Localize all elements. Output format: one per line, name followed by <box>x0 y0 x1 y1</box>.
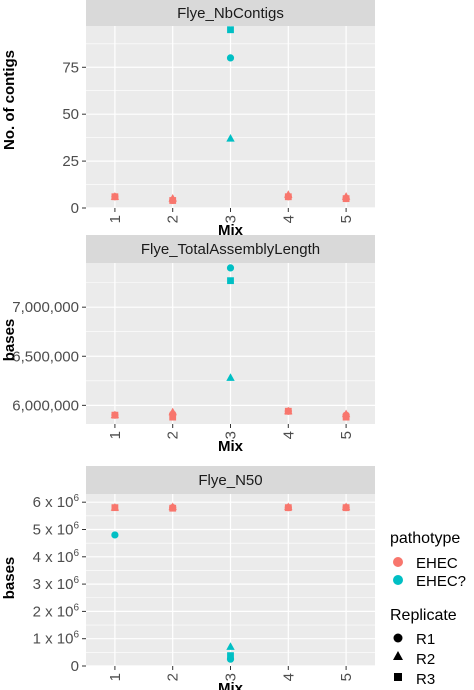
x-axis-title: Mix <box>218 438 244 455</box>
x-tick-label: 3 <box>223 431 240 439</box>
x-tick-label: 2 <box>165 431 182 439</box>
legend-item-ehec: EHEC <box>393 555 458 572</box>
facet-title: Flye_NbContigs <box>177 5 284 22</box>
legend-item-r1: R1 <box>393 631 435 648</box>
data-point-r3 <box>227 26 234 34</box>
x-tick-label: 5 <box>338 673 355 681</box>
legend-key-ehec-question <box>393 575 403 585</box>
facet-strip <box>86 235 375 263</box>
legend-label-r2: R2 <box>416 651 435 668</box>
x-tick-label: 4 <box>280 431 297 439</box>
data-point-r3 <box>169 197 177 204</box>
data-point-r1 <box>111 531 119 539</box>
facet-flye-n50: Flye_N50 0 1 x 106 2 x 106 3 x 106 4 x 106 5 x… <box>1 466 375 690</box>
data-point-r3 <box>111 193 119 201</box>
y-tick-label: 6 x 106 <box>33 493 80 511</box>
y-tick-label: 0 <box>71 200 79 217</box>
data-point-r3 <box>111 504 119 512</box>
y-tick-label: 6,000,000 <box>12 397 79 414</box>
legend-item-r3: R3 <box>394 671 435 688</box>
data-point-r3 <box>284 504 292 512</box>
data-point-r1 <box>226 54 235 62</box>
y-tick-label: 1 x 106 <box>33 630 80 648</box>
x-tick-label: 5 <box>338 431 355 439</box>
y-tick-label: 6,500,000 <box>12 348 79 365</box>
y-axis-title: bases <box>1 557 18 600</box>
x-tick-label: 3 <box>223 673 240 681</box>
y-tick-label: 2 x 106 <box>33 602 80 620</box>
legend-label-r3: R3 <box>416 671 435 688</box>
data-point-r3 <box>342 504 350 512</box>
legend-item-ehec-question: EHEC? <box>393 573 466 590</box>
data-point-r2 <box>168 407 177 416</box>
x-tick-label: 1 <box>107 673 124 681</box>
legend-key-ehec <box>393 557 403 567</box>
x-tick-label: 2 <box>165 673 182 681</box>
legend-title-replicate: Replicate <box>390 607 457 624</box>
data-point-r3 <box>284 193 292 201</box>
x-axis-title: Mix <box>218 680 244 690</box>
legend-key-r3-square <box>394 673 402 681</box>
legend-item-r2: R2 <box>393 651 435 668</box>
x-tick-label: 1 <box>107 431 124 439</box>
legend-title-pathotype: pathotype <box>390 530 460 547</box>
legend-label-ehec: EHEC <box>416 555 458 572</box>
data-point-r1 <box>226 264 235 272</box>
y-tick-label: 4 x 106 <box>33 548 80 566</box>
legend: pathotype EHEC EHEC? Replicate R1 R2 R3 <box>390 530 466 688</box>
data-point-r2 <box>226 133 235 142</box>
data-point-r3 <box>111 411 119 419</box>
x-tick-label: 2 <box>165 215 182 223</box>
y-tick-label: 75 <box>62 59 79 76</box>
legend-key-r2-triangle <box>393 651 403 660</box>
x-tick-label: 5 <box>338 215 355 223</box>
x-tick-label: 4 <box>280 215 297 223</box>
y-tick-label: 25 <box>62 153 79 170</box>
legend-label-r1: R1 <box>416 631 435 648</box>
facet-flye-nbcontigs: Flye_NbContigs 0 25 50 75 1 2 3 4 5 Mix No. of cont… <box>1 0 375 239</box>
x-axis-title: Mix <box>218 222 244 239</box>
x-tick-label: 4 <box>280 673 297 681</box>
x-tick-label: 3 <box>223 215 240 223</box>
data-point-r2 <box>226 373 235 381</box>
y-tick-label: 3 x 106 <box>33 575 80 593</box>
facet-title: Flye_TotalAssemblyLength <box>141 241 320 258</box>
y-tick-label: 0 <box>71 658 79 675</box>
facet-strip <box>86 466 375 494</box>
facet-title: Flye_N50 <box>198 472 262 489</box>
data-point-r3 <box>342 413 350 421</box>
data-point-r3 <box>284 407 292 415</box>
legend-key-r1-circle <box>393 633 403 643</box>
y-tick-label: 50 <box>62 106 79 123</box>
data-point-r2 <box>226 642 235 650</box>
data-point-r3 <box>342 195 350 203</box>
y-axis-title: No. of contigs <box>1 50 18 150</box>
data-point-r3 <box>169 504 177 512</box>
legend-label-ehec-question: EHEC? <box>416 573 466 590</box>
data-point-r3 <box>227 652 234 660</box>
x-tick-label: 1 <box>107 215 124 223</box>
y-tick-label: 5 x 106 <box>33 520 80 538</box>
data-point-r3 <box>169 413 177 421</box>
data-point-r3 <box>227 277 234 285</box>
y-tick-label: 7,000,000 <box>12 299 79 316</box>
y-axis-title: bases <box>1 319 18 362</box>
facet-flye-totalassemblylength: Flye_TotalAssemblyLength 6,000,000 6,500,0… <box>1 235 375 455</box>
facet-strip <box>86 0 375 26</box>
